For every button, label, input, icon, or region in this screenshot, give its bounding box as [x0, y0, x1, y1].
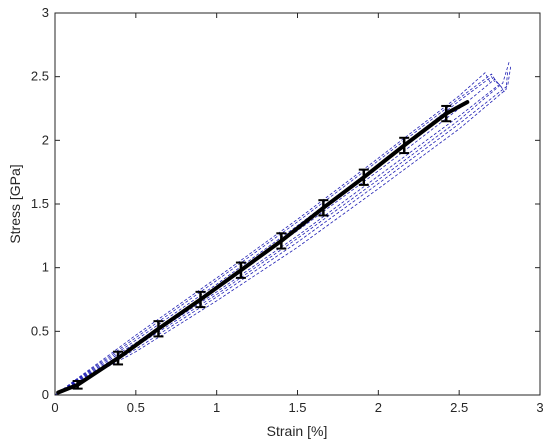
y-axis-label: Stress [GPa] [7, 164, 23, 243]
x-axis-ticks: 0 0.5 1 1.5 2 2.5 3 [51, 13, 544, 415]
y-tick-label: 2.5 [31, 69, 49, 84]
errorbar-1 [72, 379, 83, 390]
errorbars-group [72, 104, 452, 390]
y-tick-label: 1 [42, 260, 49, 275]
y-tick-label: 0.5 [31, 323, 49, 338]
specimen-curve-7 [54, 73, 499, 396]
errorbar-9 [399, 136, 410, 155]
x-tick-label: 2.5 [450, 400, 468, 415]
plot-background [55, 13, 540, 395]
y-tick-label: 2 [42, 132, 49, 147]
x-tick-label: 2 [375, 400, 382, 415]
errorbar-7 [318, 199, 329, 217]
errorbar-3 [153, 320, 164, 338]
x-tick-label: 1 [213, 400, 220, 415]
mean-curve [56, 100, 470, 395]
errorbar-4 [195, 290, 206, 309]
x-axis-label: Strain [%] [267, 423, 328, 439]
mean-curve-group [56, 100, 470, 395]
x-tick-label: 0.5 [127, 400, 145, 415]
specimen-curve-3 [54, 72, 491, 396]
y-tick-label: 0 [42, 387, 49, 402]
x-tick-label: 3 [536, 400, 543, 415]
specimen-curve-2 [54, 65, 512, 396]
y-tick-label: 1.5 [31, 196, 49, 211]
errorbar-6 [276, 232, 287, 250]
errorbar-10 [441, 104, 452, 123]
specimen-curve-6 [54, 70, 509, 396]
errorbar-8 [358, 168, 369, 186]
y-axis-ticks: 0 0.5 1 1.5 2 2.5 3 [31, 5, 540, 402]
x-tick-label: 0 [51, 400, 58, 415]
errorbar-5 [235, 261, 246, 279]
x-tick-label: 1.5 [288, 400, 306, 415]
y-tick-label: 3 [42, 5, 49, 20]
errorbar-2 [113, 350, 124, 366]
